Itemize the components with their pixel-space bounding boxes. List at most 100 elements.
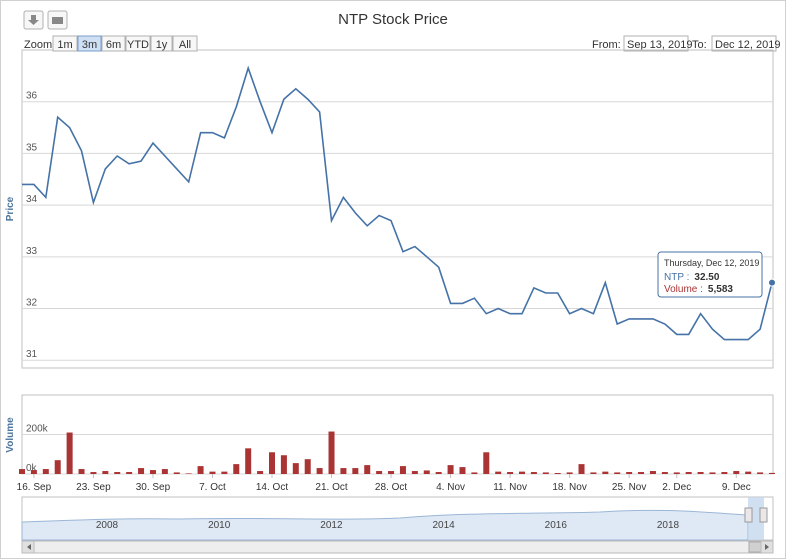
volume-bar bbox=[42, 469, 49, 474]
navigator-area bbox=[21, 509, 749, 541]
navigator-handle[interactable] bbox=[744, 507, 753, 523]
volume-bar bbox=[435, 472, 442, 474]
x-tick-label: 4. Nov bbox=[436, 482, 465, 493]
volume-bar bbox=[19, 469, 25, 474]
volume-bar bbox=[542, 472, 549, 474]
y-tick-label: 31 bbox=[26, 349, 38, 360]
from-input[interactable] bbox=[623, 35, 689, 52]
export-buttons bbox=[23, 10, 68, 30]
to-input[interactable] bbox=[711, 35, 777, 52]
navigator-label: 2016 bbox=[545, 520, 568, 531]
scroll-left-icon bbox=[27, 544, 31, 550]
volume-bar bbox=[233, 464, 240, 474]
tooltip-value: 32.50 bbox=[694, 272, 719, 283]
zoom-button[interactable] bbox=[101, 35, 126, 52]
volume-bar bbox=[590, 472, 597, 474]
volume-bar bbox=[507, 472, 514, 474]
volume-bar bbox=[102, 471, 109, 474]
x-tick-label: 11. Nov bbox=[493, 482, 527, 493]
volume-bar bbox=[399, 466, 406, 474]
volume-bar bbox=[578, 464, 585, 474]
volume-bar bbox=[30, 470, 37, 474]
volume-bar bbox=[340, 468, 347, 474]
download-icon bbox=[28, 15, 39, 25]
volume-bar bbox=[757, 472, 764, 474]
zoom-button[interactable] bbox=[52, 35, 78, 52]
to-label: To: bbox=[692, 39, 707, 51]
volume-bar bbox=[614, 472, 621, 474]
volume-bar bbox=[745, 471, 752, 474]
volume-bar bbox=[530, 472, 537, 474]
y-tick-label: 34 bbox=[26, 194, 38, 205]
volume-bar bbox=[280, 455, 287, 474]
tooltip-item: NTP : 32.50 bbox=[664, 272, 720, 283]
zoom-button-label: All bbox=[179, 39, 191, 51]
from-label: From: bbox=[592, 39, 621, 51]
zoom-button-label: 1m bbox=[57, 39, 72, 51]
zoom-button[interactable] bbox=[150, 35, 173, 52]
x-tick-label: 18. Nov bbox=[552, 482, 586, 493]
x-tick-label: 16. Sep bbox=[17, 482, 52, 493]
volume-bar bbox=[483, 452, 490, 474]
volume-bar bbox=[566, 472, 573, 474]
volume-bar bbox=[138, 468, 145, 474]
navigator-label: 2008 bbox=[96, 520, 119, 531]
y-tick-label: 36 bbox=[26, 91, 38, 102]
scrollbar bbox=[21, 540, 774, 554]
zoom-button-label: YTD bbox=[127, 39, 149, 51]
volume-bar bbox=[602, 471, 609, 474]
volume-bar bbox=[352, 468, 359, 474]
volume-bar bbox=[90, 472, 97, 474]
navigator-label: 2012 bbox=[320, 520, 343, 531]
volume-bar bbox=[197, 466, 204, 474]
navigator-label: 2018 bbox=[657, 520, 680, 531]
x-tick-label: 28. Oct bbox=[375, 482, 407, 493]
zoom-button[interactable] bbox=[172, 35, 198, 52]
zoom-button-label: 1y bbox=[156, 39, 168, 51]
volume-bar bbox=[423, 470, 430, 474]
zoom-button[interactable] bbox=[125, 35, 151, 52]
volume-bar bbox=[328, 431, 335, 474]
volume-bar bbox=[126, 472, 133, 474]
tooltip-date: Thursday, Dec 12, 2019 bbox=[664, 258, 759, 268]
volume-bar bbox=[304, 459, 311, 474]
volume-bar bbox=[292, 463, 299, 474]
x-tick-label: 9. Dec bbox=[722, 482, 751, 493]
volume-bar bbox=[114, 472, 121, 474]
volume-bar bbox=[78, 469, 85, 474]
print-icon bbox=[52, 17, 63, 24]
volume-bar bbox=[685, 472, 692, 474]
volume-bar bbox=[495, 471, 502, 474]
navigator bbox=[21, 496, 774, 554]
y-tick-label: 33 bbox=[26, 246, 38, 257]
y2-axis-title: Volume bbox=[5, 417, 16, 453]
volume-bar bbox=[209, 471, 216, 474]
y-tick-label: 32 bbox=[26, 298, 38, 309]
volume-bar bbox=[161, 469, 168, 474]
x-tick-label: 21. Oct bbox=[315, 482, 347, 493]
y-axis-title: Price bbox=[5, 196, 16, 221]
volume-bar bbox=[709, 472, 716, 474]
volume-bar bbox=[638, 472, 645, 474]
volume-bar bbox=[649, 471, 656, 474]
volume-bar bbox=[411, 471, 418, 474]
volume-bar bbox=[554, 473, 561, 474]
volume-bar bbox=[257, 471, 264, 474]
volume-bar bbox=[376, 471, 383, 474]
x-tick-label: 30. Sep bbox=[136, 482, 171, 493]
navigator-label: 2014 bbox=[432, 520, 455, 531]
volume-bar bbox=[173, 472, 180, 474]
navigator-handle[interactable] bbox=[759, 507, 768, 523]
zoom-button-label: 6m bbox=[106, 39, 121, 51]
scroll-thumb[interactable] bbox=[748, 541, 762, 553]
zoom-button[interactable] bbox=[77, 35, 102, 52]
from-value: Sep 13, 2019 bbox=[627, 39, 692, 51]
y2-tick-label: 0k bbox=[26, 463, 38, 474]
tooltip-box bbox=[657, 251, 763, 298]
volume-bar bbox=[626, 472, 633, 474]
price-panel bbox=[21, 49, 774, 369]
volume-bar bbox=[185, 473, 192, 474]
navigator-label: 2010 bbox=[208, 520, 231, 531]
volume-bar bbox=[221, 471, 228, 474]
